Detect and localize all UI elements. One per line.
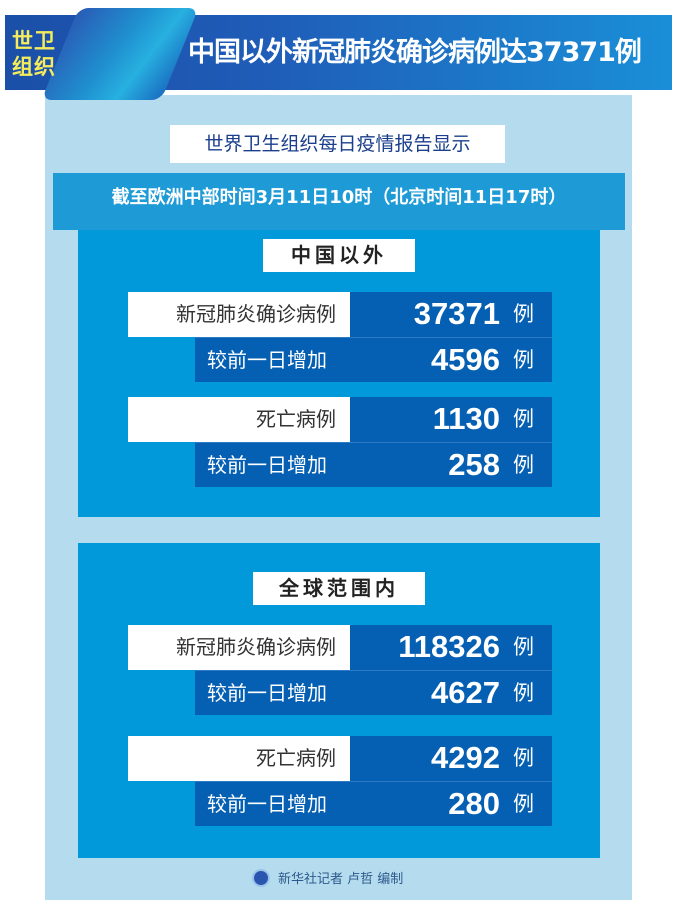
deaths-value-box: 1130 例 <box>350 397 552 442</box>
confirmed-increase-row: 较前一日增加 4627 例 <box>195 670 552 715</box>
confirmed-label: 新冠肺炎确诊病例 <box>128 292 350 337</box>
confirmed-value-box: 37371 例 <box>350 292 552 337</box>
deaths-label: 死亡病例 <box>128 397 350 442</box>
confirmed-increase-value: 4627 <box>431 675 500 710</box>
xinhua-logo-icon <box>252 868 270 887</box>
unit-label: 例 <box>513 635 534 659</box>
date-line: 截至欧洲中部时间3月11日10时（北京时间11日17时） <box>53 173 625 230</box>
increase-label: 较前一日增加 <box>207 348 327 372</box>
unit-label: 例 <box>513 792 534 816</box>
deaths-increase-row: 较前一日增加 258 例 <box>195 442 552 487</box>
deaths-increase-row: 较前一日增加 280 例 <box>195 781 552 826</box>
deaths-increase-value: 258 <box>448 447 500 482</box>
confirmed-value: 37371 <box>413 296 500 331</box>
deaths-value: 1130 <box>432 401 500 436</box>
unit-label: 例 <box>513 348 534 372</box>
section-heading: 中国以外 <box>263 239 415 272</box>
increase-label: 较前一日增加 <box>207 681 327 705</box>
confirmed-increase-row: 较前一日增加 4596 例 <box>195 337 552 382</box>
who-badge: 世卫组织 <box>12 29 56 79</box>
confirmed-label: 新冠肺炎确诊病例 <box>128 625 350 670</box>
increase-label: 较前一日增加 <box>207 453 327 477</box>
deaths-value: 4292 <box>431 740 500 775</box>
deaths-value-box: 4292 例 <box>350 736 552 781</box>
unit-label: 例 <box>513 302 534 326</box>
unit-label: 例 <box>513 681 534 705</box>
section-heading: 全球范围内 <box>253 572 425 605</box>
confirmed-value-box: 118326 例 <box>350 625 552 670</box>
deaths-label: 死亡病例 <box>128 736 350 781</box>
increase-label: 较前一日增加 <box>207 792 327 816</box>
credit-text: 新华社记者 卢哲 编制 <box>278 872 404 887</box>
confirmed-value: 118326 <box>398 629 500 664</box>
unit-label: 例 <box>513 453 534 477</box>
footer-credit: 新华社记者 卢哲 编制 <box>252 868 403 887</box>
unit-label: 例 <box>513 407 534 431</box>
deaths-increase-value: 280 <box>448 786 500 821</box>
unit-label: 例 <box>513 746 534 770</box>
subtitle: 世界卫生组织每日疫情报告显示 <box>170 125 505 163</box>
page-title: 中国以外新冠肺炎确诊病例达37371例 <box>188 37 642 68</box>
confirmed-increase-value: 4596 <box>431 342 500 377</box>
